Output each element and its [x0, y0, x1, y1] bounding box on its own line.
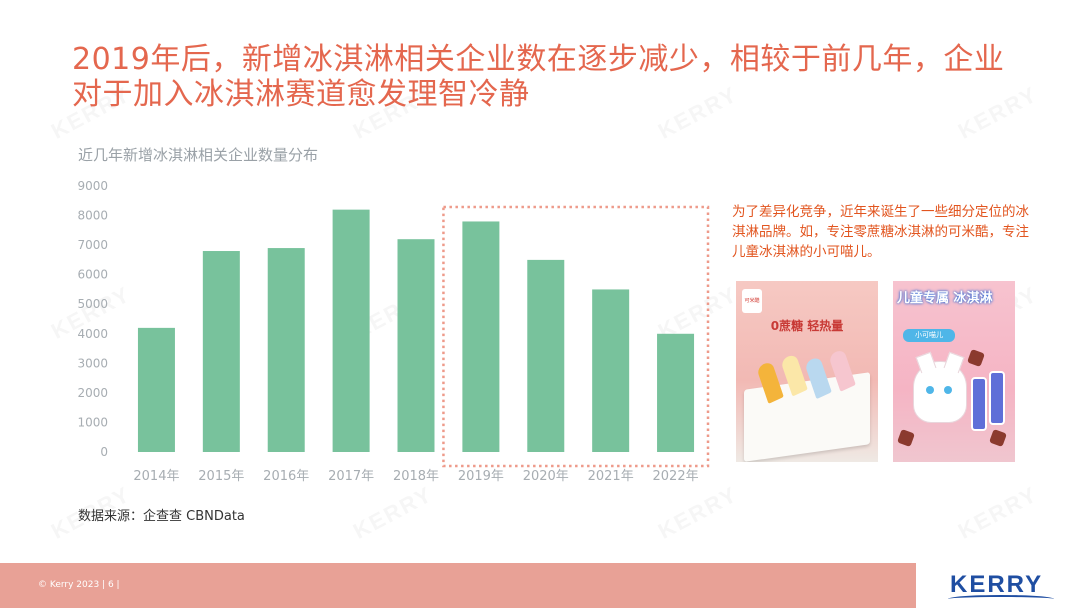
- x-tick-label: 2021年: [588, 469, 634, 484]
- x-tick-label: 2016年: [263, 469, 309, 484]
- product-headline: 0蔗糖 轻热量: [770, 319, 844, 333]
- y-tick-label: 3000: [77, 356, 108, 370]
- data-source: 数据来源：企查查 CBNData: [78, 509, 245, 524]
- chocolate-piece: [989, 429, 1007, 447]
- product-image-kemiku: 可米酷 0蔗糖 轻热量: [736, 281, 878, 462]
- x-tick-label: 2015年: [198, 469, 244, 484]
- bar: [267, 248, 305, 452]
- y-tick-label: 0: [100, 445, 108, 459]
- kerry-logo-swoosh: [948, 595, 1054, 603]
- cat-eye: [944, 386, 952, 394]
- bar: [462, 221, 500, 452]
- copyright-text: © Kerry 2023 | 6 |: [38, 580, 120, 590]
- bar: [332, 209, 370, 452]
- y-tick-label: 4000: [77, 327, 108, 341]
- x-tick-label: 2019年: [458, 469, 504, 484]
- ice-cream-bar: [971, 377, 987, 431]
- chart-title: 近几年新增冰淇淋相关企业数量分布: [78, 146, 319, 164]
- bar: [202, 251, 240, 452]
- slide-title: 2019年后，新增冰淇淋相关企业数在逐步减少，相较于前几年，企业对于加入冰淇淋赛…: [72, 42, 1005, 112]
- ice-cream-bar: [756, 360, 784, 404]
- x-tick-label: 2018年: [393, 469, 439, 484]
- x-tick-label: 2017年: [328, 469, 374, 484]
- chocolate-piece: [967, 349, 985, 367]
- bar: [657, 333, 695, 452]
- side-description: 为了差异化竞争，近年来诞生了一些细分定位的冰淇淋品牌。如，专注零蔗糖冰淇淋的可米…: [732, 204, 1029, 260]
- ice-cream-bar: [828, 348, 856, 392]
- product-subtitle: 小可喵儿: [903, 329, 955, 342]
- x-tick-label: 2014年: [133, 469, 179, 484]
- product-headline: 儿童专属 冰淇淋: [897, 291, 993, 306]
- product-box: [744, 348, 870, 462]
- highlight-box: [442, 205, 710, 468]
- bar: [137, 327, 175, 452]
- y-tick-label: 6000: [77, 268, 108, 282]
- footer-bar: [0, 563, 916, 608]
- bar: [527, 259, 565, 452]
- bar: [397, 239, 435, 452]
- y-tick-label: 8000: [77, 209, 108, 223]
- y-tick-label: 2000: [77, 386, 108, 400]
- chocolate-piece: [897, 429, 915, 447]
- ice-cream-bar: [989, 371, 1005, 425]
- y-tick-label: 7000: [77, 238, 108, 252]
- bar: [592, 289, 630, 452]
- x-tick-label: 2022年: [653, 469, 699, 484]
- ice-cream-bar: [804, 355, 832, 400]
- product-image-xiaokemiao: 儿童专属 冰淇淋 小可喵儿: [893, 281, 1015, 462]
- x-tick-label: 2020年: [523, 469, 569, 484]
- brand-logo: 可米酷: [742, 289, 762, 313]
- y-tick-label: 5000: [77, 297, 108, 311]
- kerry-logo: KERRY: [950, 571, 1044, 598]
- ice-cream-bar: [780, 353, 808, 397]
- y-tick-label: 1000: [77, 415, 108, 429]
- cat-mascot: [913, 361, 967, 423]
- y-tick-label: 9000: [77, 179, 108, 193]
- cat-eye: [926, 386, 934, 394]
